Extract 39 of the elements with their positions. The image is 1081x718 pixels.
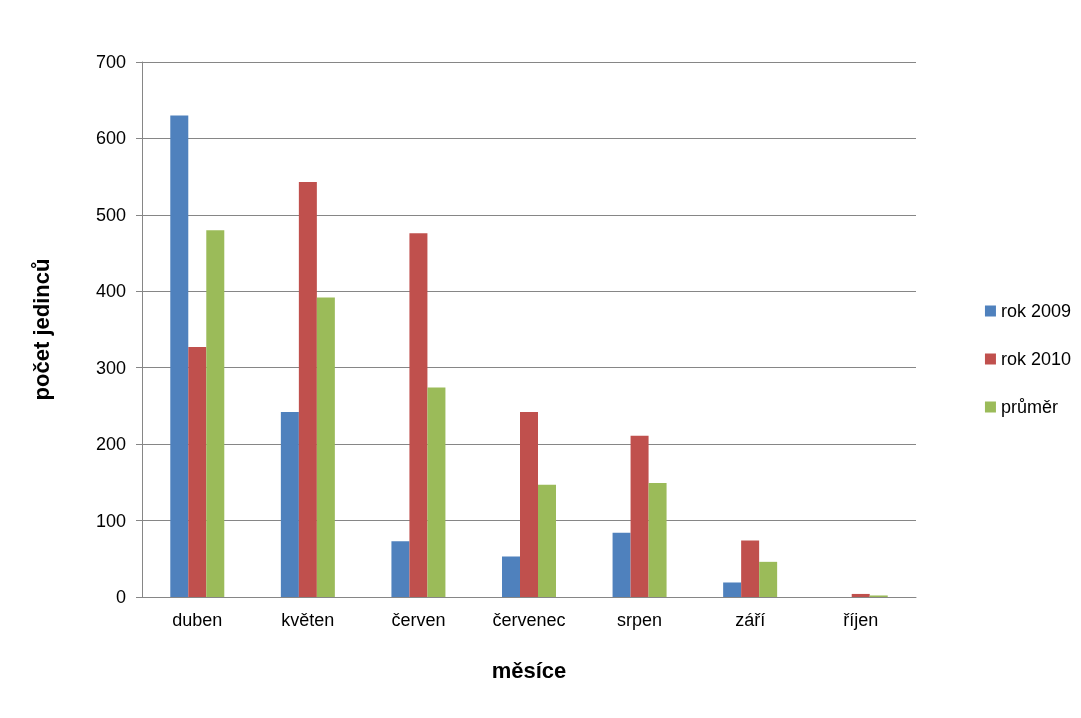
bar [612,532,631,597]
bar [298,181,317,597]
bar [170,115,189,597]
x-tick-label: květen [281,610,335,630]
x-tick-label: červen [391,610,446,630]
y-tick-label: 0 [115,587,126,607]
bar [409,233,428,597]
y-axis-title: počet jedinců [28,258,54,401]
bar [648,483,667,597]
y-tick-label: 400 [95,281,126,302]
bar [520,412,538,597]
bar [723,582,742,597]
bar [741,540,760,597]
bar [630,435,649,597]
bar [206,230,225,597]
legend-label: rok 2009 [1000,301,1072,321]
x-axis-title: měsíce [491,657,567,683]
bar [316,297,335,597]
bar [427,387,446,597]
x-tick-label: srpen [617,610,663,630]
bar [188,347,207,597]
y-tick-label: 200 [95,434,126,455]
bar [851,593,870,597]
legend-label: průměr [1000,397,1058,417]
y-tick-label: 500 [95,204,126,225]
bar [391,541,410,597]
bar [502,556,520,597]
bar [538,484,556,597]
y-tick-label: 100 [95,510,126,531]
y-tick-label: 700 [95,52,126,72]
bar [280,412,299,597]
x-tick-label: červenec [492,610,566,630]
x-tick-label: duben [172,610,223,630]
legend-label: rok 2010 [1000,349,1072,369]
y-tick-label: 300 [95,357,126,378]
x-tick-label: září [735,610,766,630]
x-tick-label: říjen [843,610,879,630]
bar [759,561,778,597]
y-tick-label: 600 [95,128,126,149]
